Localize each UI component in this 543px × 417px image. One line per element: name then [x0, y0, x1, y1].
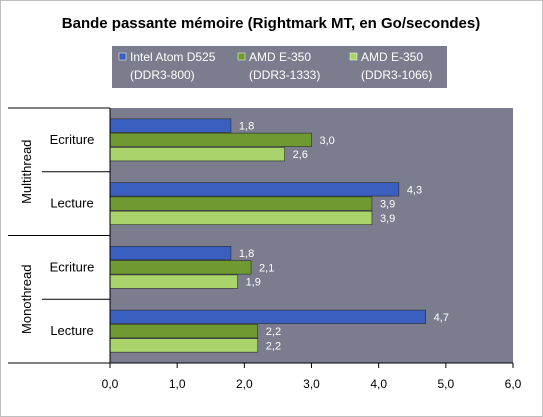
chart-title: Bande passante mémoire (Rightmark MT, en…	[62, 15, 480, 32]
bar-monothread-lecture-series-3	[109, 338, 259, 353]
plot-area: Multithread Ecriture 1,8 3,0 2,6 Lecture 4,3 3,…	[8, 107, 522, 391]
x-tick-label: 6,0	[505, 377, 522, 391]
bar-multithread-lecture-series-2	[109, 196, 373, 211]
bar-multithread-ecriture-series-1	[109, 118, 232, 133]
x-tick-label: 0,0	[102, 377, 119, 391]
data-label: 3,0	[320, 135, 335, 147]
data-label: 2,1	[259, 262, 274, 274]
data-label: 1,8	[239, 248, 254, 260]
bar-multithread-lecture-series-3	[109, 210, 373, 225]
x-tick-label: 3,0	[303, 377, 320, 391]
legend: Intel Atom D525 (DDR3-800) AMD E-350 (DDR3-…	[112, 46, 447, 88]
data-label: 2,6	[293, 149, 308, 161]
bar-multithread-ecriture-series-2	[109, 132, 312, 147]
legend-sublabel-3: (DDR3-1066)	[361, 68, 432, 82]
data-label: 4,7	[434, 312, 449, 324]
category-label: Lecture	[50, 323, 93, 338]
legend-box	[112, 46, 447, 88]
legend-label-3: AMD E-350	[361, 50, 423, 64]
bar-multithread-ecriture-series-3	[109, 147, 285, 162]
data-label: 2,2	[266, 326, 281, 338]
bar-monothread-lecture-series-1	[109, 309, 426, 324]
data-label: 3,9	[380, 213, 395, 225]
legend-swatch-3	[349, 52, 358, 61]
category-label: Ecriture	[50, 259, 95, 274]
data-label: 1,9	[246, 277, 261, 289]
bar-monothread-ecriture-series-3	[109, 274, 238, 289]
data-label: 3,9	[380, 199, 395, 211]
legend-sublabel-1: (DDR3-800)	[130, 68, 195, 82]
group-label-monothread: Monothread	[19, 265, 34, 334]
x-tick-label: 1,0	[169, 377, 186, 391]
legend-label-1: Intel Atom D525	[130, 50, 216, 64]
legend-label-2: AMD E-350	[249, 50, 311, 64]
legend-sublabel-2: (DDR3-1333)	[249, 68, 320, 82]
legend-swatch-1	[118, 52, 127, 61]
bar-multithread-lecture-series-1	[109, 182, 400, 197]
x-tick-label: 5,0	[437, 377, 454, 391]
x-tick-label: 4,0	[370, 377, 387, 391]
legend-swatch-2	[237, 52, 246, 61]
bar-monothread-lecture-series-2	[109, 324, 259, 339]
category-label: Lecture	[50, 196, 93, 211]
bar-monothread-ecriture-series-2	[109, 260, 252, 275]
category-label: Ecriture	[50, 132, 95, 147]
group-label-multithread: Multithread	[19, 140, 34, 204]
data-label: 2,2	[266, 340, 281, 352]
data-label: 1,8	[239, 121, 254, 133]
data-label: 4,3	[407, 184, 422, 196]
bar-monothread-ecriture-series-1	[109, 246, 232, 261]
x-tick-label: 2,0	[236, 377, 253, 391]
